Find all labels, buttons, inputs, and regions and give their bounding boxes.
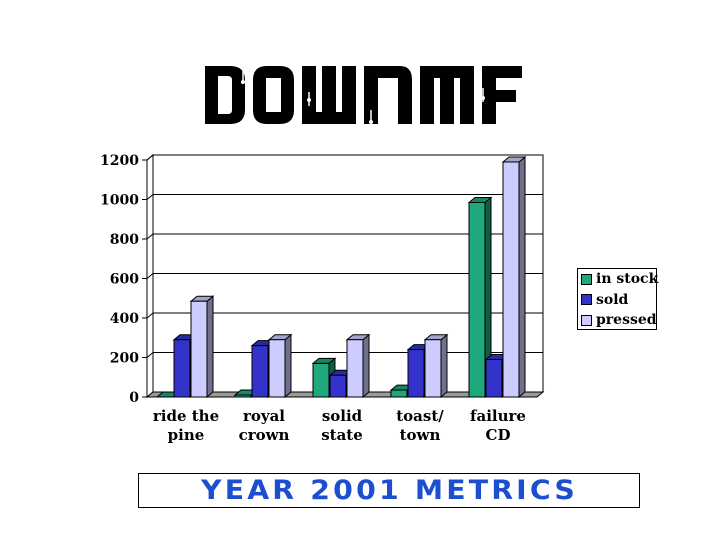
legend-label-in-stock: in stock xyxy=(596,271,659,288)
bar-pressed-4 xyxy=(502,161,520,398)
downmf-logo xyxy=(205,66,522,124)
bar-in-stock-3 xyxy=(390,389,408,398)
bar-pressed-2 xyxy=(346,339,364,398)
legend-item-in-stock: in stock xyxy=(581,269,658,290)
year-banner: YEAR 2001 METRICS xyxy=(138,473,640,508)
x-tick-label: toast/ xyxy=(396,407,444,425)
bar-pressed-1-side xyxy=(284,333,292,399)
bar-sold-4 xyxy=(485,358,503,398)
bar-pressed-0-side xyxy=(206,295,214,399)
bar-sold-1 xyxy=(251,345,269,398)
y-tick-label: 600 xyxy=(110,272,139,288)
gridline-side xyxy=(146,273,154,279)
legend-item-pressed: pressed xyxy=(581,310,657,331)
y-tick-label: 1200 xyxy=(100,153,139,169)
gridline-side xyxy=(146,194,154,200)
y-tick-label: 200 xyxy=(110,351,139,367)
gridline-side xyxy=(146,312,154,319)
bar-pressed-4-side xyxy=(518,155,526,399)
bar-in-stock-4 xyxy=(468,201,486,398)
legend-label-pressed: pressed xyxy=(596,312,657,329)
x-tick-label: ride the xyxy=(153,407,219,425)
y-tick-label: 1000 xyxy=(100,193,139,209)
x-tick-label: pine xyxy=(168,426,205,444)
bar-pressed-3 xyxy=(424,339,442,398)
legend-item-sold: sold xyxy=(581,290,653,311)
legend-swatch-pressed xyxy=(581,314,592,326)
x-tick-label: solid xyxy=(322,407,363,425)
bar-pressed-0 xyxy=(190,300,208,398)
chart-legend: in stock sold pressed xyxy=(577,268,658,331)
x-tick-label: state xyxy=(321,426,363,444)
y-tick-label: 400 xyxy=(110,311,139,327)
gridline-side xyxy=(146,154,154,161)
x-tick-label: CD xyxy=(486,426,511,444)
bar-in-stock-1 xyxy=(234,394,252,398)
legend-swatch-in-stock xyxy=(581,273,592,285)
bar-pressed-3-side xyxy=(440,333,448,399)
banner-title: YEAR 2001 METRICS xyxy=(200,475,578,506)
bar-sold-2 xyxy=(329,374,347,398)
x-tick-label: town xyxy=(400,426,441,444)
gridline-side xyxy=(146,352,154,358)
y-tick-label: 0 xyxy=(129,390,139,406)
bar-in-stock-2 xyxy=(312,362,330,398)
y-tick-label: 800 xyxy=(110,232,139,248)
bar-pressed-2-side xyxy=(362,333,370,399)
bar-sold-3 xyxy=(407,349,425,398)
bar-pressed-1 xyxy=(268,339,286,398)
gridline-side xyxy=(146,233,154,240)
x-tick-label: royal xyxy=(243,407,285,425)
bar-sold-0 xyxy=(173,339,191,398)
legend-label-sold: sold xyxy=(596,291,629,308)
x-tick-label: crown xyxy=(239,426,290,444)
x-tick-label: failure xyxy=(470,407,526,425)
legend-swatch-sold xyxy=(581,294,592,306)
